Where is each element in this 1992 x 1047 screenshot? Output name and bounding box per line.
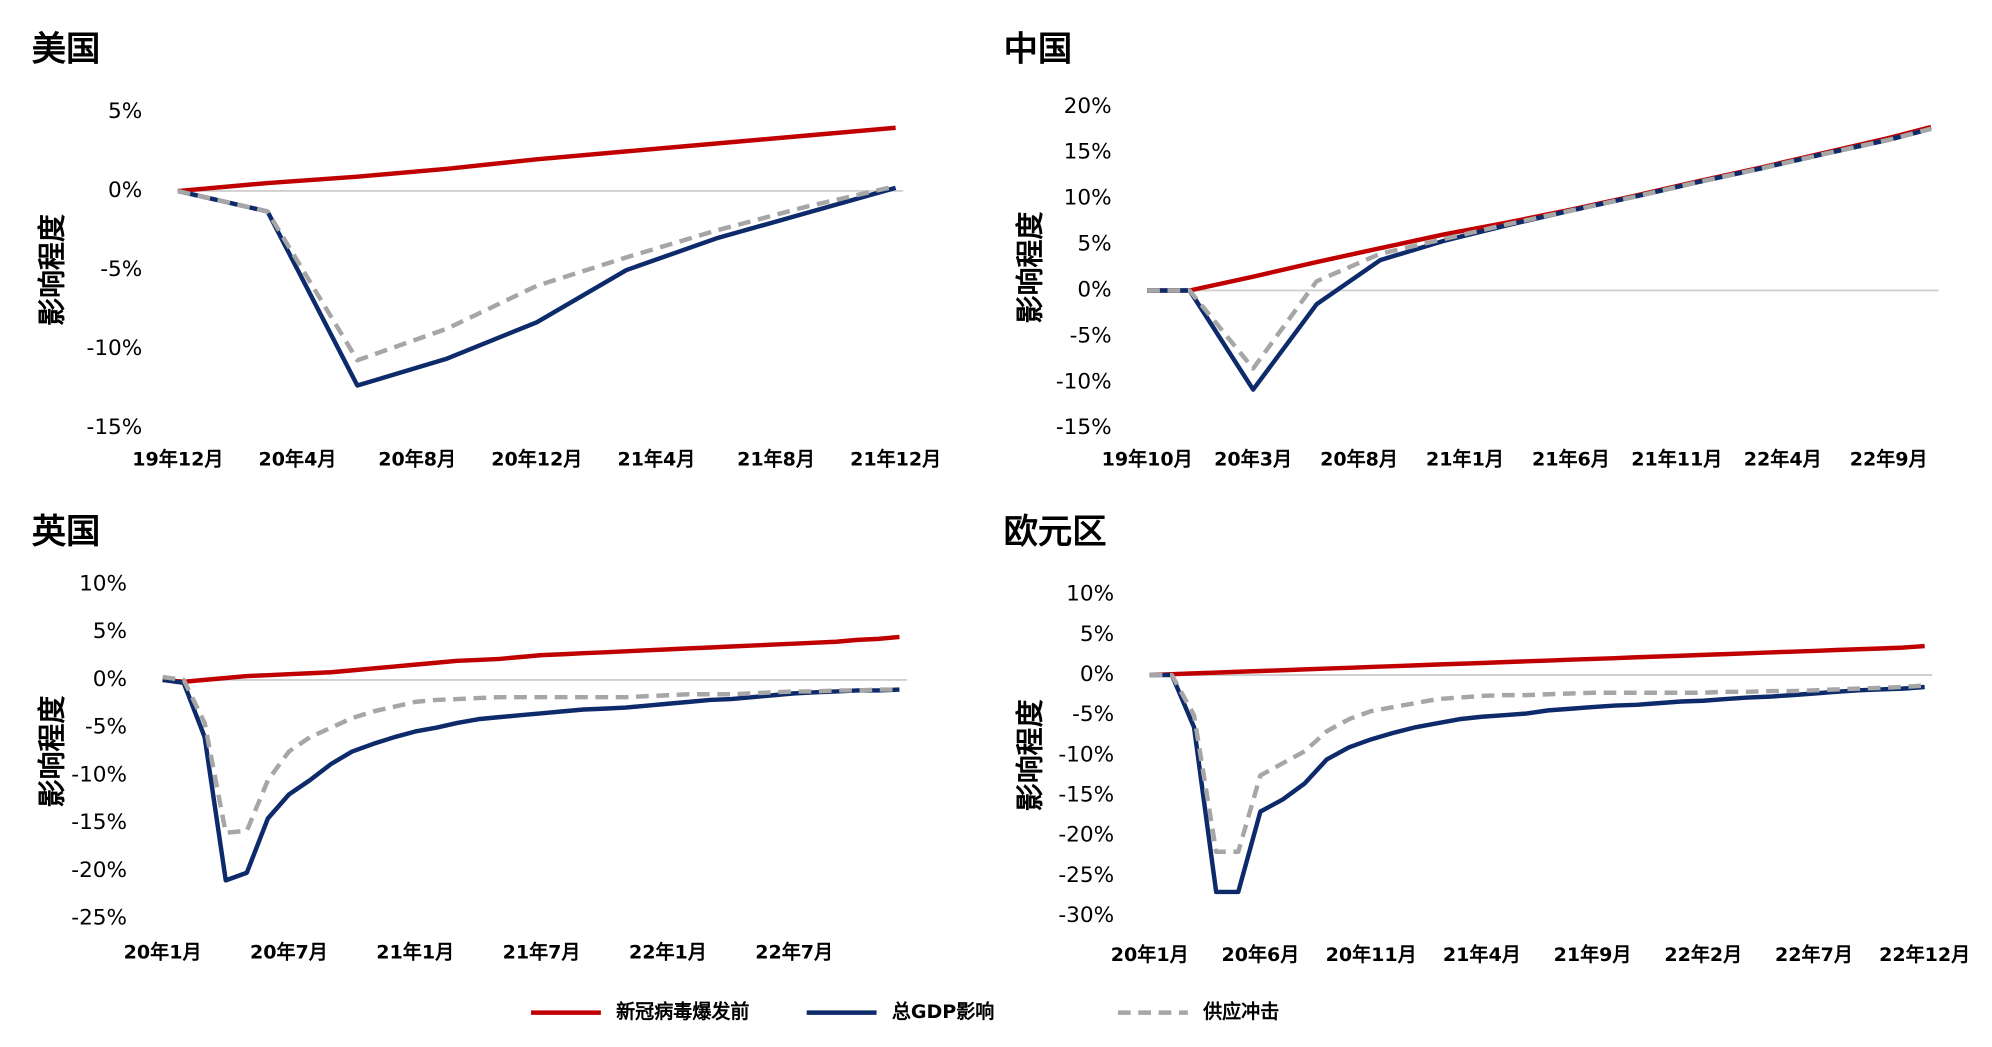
y-axis-label: 影响程度	[35, 696, 68, 808]
chart-title: 英国	[32, 512, 101, 552]
y-tick-label: -20%	[71, 858, 127, 883]
y-tick-label: -5%	[1072, 702, 1114, 727]
legend-label: 供应冲击	[1202, 1000, 1279, 1023]
x-tick-label: 20年3月	[1214, 447, 1292, 470]
chart-title: 美国	[32, 29, 101, 69]
series-line	[1147, 124, 1932, 293]
y-tick-label: -15%	[1056, 415, 1112, 440]
y-tick-label: 0%	[1077, 277, 1111, 302]
y-tick-label: 5%	[93, 619, 127, 644]
y-tick-label: 0%	[1080, 662, 1114, 687]
x-tick-label: 21年9月	[1554, 943, 1632, 966]
x-tick-label: 20年7月	[250, 940, 328, 963]
y-tick-label: -25%	[71, 906, 127, 931]
chart-title: 中国	[1004, 29, 1073, 69]
series-line	[177, 184, 897, 363]
series-line	[162, 674, 900, 835]
x-tick-label: 20年1月	[1111, 943, 1189, 966]
x-tick-label: 21年4月	[617, 447, 695, 470]
y-tick-label: 0%	[93, 667, 127, 692]
x-tick-label: 19年10月	[1102, 447, 1193, 470]
x-tick-label: 21年12月	[850, 447, 941, 470]
y-axis-label: 影响程度	[1014, 699, 1047, 811]
x-tick-label: 22年4月	[1744, 447, 1822, 470]
x-tick-label: 20年4月	[259, 447, 337, 470]
y-tick-label: -15%	[87, 415, 143, 440]
y-axis-label: 影响程度	[35, 214, 68, 326]
series-line	[1149, 672, 1925, 895]
chart-title: 欧元区	[1004, 512, 1107, 552]
x-tick-label: 21年7月	[503, 940, 581, 963]
x-tick-label: 21年1月	[376, 940, 454, 963]
x-tick-label: 22年7月	[1775, 943, 1853, 966]
y-tick-label: 0%	[108, 178, 142, 203]
y-tick-label: -20%	[1058, 823, 1114, 848]
series-line	[162, 634, 900, 685]
x-tick-label: 20年8月	[378, 447, 456, 470]
y-tick-label: 20%	[1064, 94, 1112, 119]
y-tick-label: -10%	[1056, 369, 1112, 394]
y-tick-label: 15%	[1064, 140, 1112, 165]
x-tick-label: 22年9月	[1850, 447, 1928, 470]
y-tick-label: 5%	[1077, 232, 1111, 257]
y-tick-label: 5%	[1080, 622, 1114, 647]
x-tick-label: 20年11月	[1326, 943, 1417, 966]
y-tick-label: -15%	[1058, 783, 1114, 808]
y-tick-label: 10%	[1066, 582, 1114, 607]
y-tick-label: -30%	[1058, 903, 1114, 928]
x-tick-label: 20年12月	[491, 447, 582, 470]
series-line	[162, 677, 900, 883]
x-tick-label: 22年1月	[629, 940, 707, 963]
y-tick-label: -10%	[71, 762, 127, 787]
x-tick-label: 21年4月	[1443, 943, 1521, 966]
y-axis-label: 影响程度	[1014, 212, 1047, 324]
y-tick-label: -10%	[87, 336, 143, 361]
series-line	[177, 125, 896, 194]
series-line	[1147, 126, 1932, 392]
x-tick-label: 21年11月	[1631, 447, 1722, 470]
y-tick-label: 5%	[108, 99, 142, 124]
x-tick-label: 21年8月	[737, 447, 815, 470]
legend-label: 总GDP影响	[892, 1000, 995, 1023]
x-tick-label: 20年6月	[1221, 943, 1299, 966]
y-tick-label: -10%	[1058, 742, 1114, 767]
x-tick-label: 22年12月	[1879, 943, 1970, 966]
y-tick-label: 10%	[1064, 186, 1112, 211]
y-tick-label: -5%	[85, 715, 127, 740]
x-tick-label: 22年2月	[1664, 943, 1742, 966]
series-line	[1147, 126, 1932, 371]
legend-label: 新冠病毒爆发前	[616, 1000, 749, 1023]
y-tick-label: -5%	[100, 257, 142, 282]
x-tick-label: 22年7月	[755, 940, 833, 963]
x-tick-label: 20年1月	[124, 940, 202, 963]
x-tick-label: 20年8月	[1320, 447, 1398, 470]
x-tick-label: 19年12月	[132, 447, 223, 470]
series-line	[1149, 672, 1925, 854]
y-tick-label: 10%	[79, 571, 127, 596]
x-tick-label: 21年1月	[1426, 447, 1504, 470]
y-tick-label: -5%	[1070, 323, 1112, 348]
y-tick-label: -25%	[1058, 863, 1114, 888]
y-tick-label: -15%	[71, 810, 127, 835]
x-tick-label: 21年6月	[1532, 447, 1610, 470]
series-line	[1149, 643, 1925, 678]
series-line	[177, 185, 897, 388]
